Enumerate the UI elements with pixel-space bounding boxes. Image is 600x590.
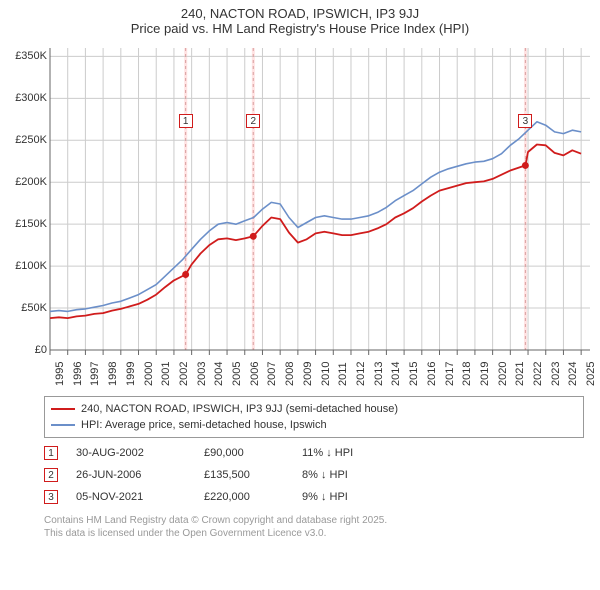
x-tick-label: 2012 bbox=[355, 362, 367, 386]
chart-plot-area: £0 £50K £100K £150K £200K £250K £300K £350K 1995… bbox=[5, 40, 595, 390]
chart-legend: 240, NACTON ROAD, IPSWICH, IP3 9JJ (semi… bbox=[44, 396, 584, 438]
sale-note-date-2: 26-JUN-2006 bbox=[76, 469, 186, 481]
legend-swatch-price-paid bbox=[51, 408, 75, 410]
x-tick-label: 2014 bbox=[390, 362, 402, 386]
sale-note-marker-2: 2 bbox=[44, 468, 58, 482]
x-tick-label: 2016 bbox=[426, 362, 438, 386]
x-tick-label: 2004 bbox=[213, 362, 225, 386]
x-tick-label: 2021 bbox=[514, 362, 526, 386]
sale-note-price-2: £135,500 bbox=[204, 469, 284, 481]
x-tick-label: 2002 bbox=[178, 362, 190, 386]
x-tick-label: 2024 bbox=[567, 362, 579, 386]
x-tick-label: 1995 bbox=[54, 362, 66, 386]
sale-marker-box: 2 bbox=[246, 114, 260, 128]
x-tick-label: 2003 bbox=[196, 362, 208, 386]
sale-note-1: 1 30-AUG-2002 £90,000 11% ↓ HPI bbox=[44, 442, 584, 464]
y-tick-label: £200K bbox=[15, 176, 47, 188]
sale-note-3: 3 05-NOV-2021 £220,000 9% ↓ HPI bbox=[44, 486, 584, 508]
sale-note-marker-3: 3 bbox=[44, 490, 58, 504]
footer-line-2: This data is licensed under the Open Gov… bbox=[44, 527, 592, 540]
sale-notes: 1 30-AUG-2002 £90,000 11% ↓ HPI 2 26-JUN… bbox=[44, 442, 584, 508]
sale-note-price-3: £220,000 bbox=[204, 491, 284, 503]
y-tick-label: £100K bbox=[15, 260, 47, 272]
sale-marker-box: 3 bbox=[518, 114, 532, 128]
x-tick-label: 2007 bbox=[266, 362, 278, 386]
sale-note-date-1: 30-AUG-2002 bbox=[76, 447, 186, 459]
footer-line-1: Contains HM Land Registry data © Crown c… bbox=[44, 514, 592, 527]
x-tick-label: 2020 bbox=[497, 362, 509, 386]
y-tick-label: £350K bbox=[15, 50, 47, 62]
legend-swatch-hpi bbox=[51, 424, 75, 426]
y-tick-label: £300K bbox=[15, 92, 47, 104]
x-tick-label: 2005 bbox=[231, 362, 243, 386]
x-tick-label: 2008 bbox=[284, 362, 296, 386]
x-tick-label: 2011 bbox=[337, 362, 349, 386]
x-tick-label: 2000 bbox=[143, 362, 155, 386]
x-tick-label: 1996 bbox=[72, 362, 84, 386]
chart-footer: Contains HM Land Registry data © Crown c… bbox=[44, 514, 592, 540]
x-tick-label: 2017 bbox=[444, 362, 456, 386]
x-tick-label: 2025 bbox=[585, 362, 597, 386]
x-tick-label: 2015 bbox=[408, 362, 420, 386]
sale-note-diff-2: 8% ↓ HPI bbox=[302, 469, 392, 481]
y-tick-label: £0 bbox=[35, 344, 47, 356]
x-tick-label: 1999 bbox=[125, 362, 137, 386]
legend-row-price-paid: 240, NACTON ROAD, IPSWICH, IP3 9JJ (semi… bbox=[51, 401, 577, 417]
x-tick-label: 2023 bbox=[550, 362, 562, 386]
sale-note-diff-3: 9% ↓ HPI bbox=[302, 491, 392, 503]
y-tick-label: £250K bbox=[15, 134, 47, 146]
sale-note-price-1: £90,000 bbox=[204, 447, 284, 459]
sale-marker-box: 1 bbox=[179, 114, 193, 128]
legend-row-hpi: HPI: Average price, semi-detached house,… bbox=[51, 417, 577, 433]
x-tick-label: 2010 bbox=[320, 362, 332, 386]
sale-note-diff-1: 11% ↓ HPI bbox=[302, 447, 392, 459]
sale-note-2: 2 26-JUN-2006 £135,500 8% ↓ HPI bbox=[44, 464, 584, 486]
x-tick-label: 2019 bbox=[479, 362, 491, 386]
x-tick-label: 1998 bbox=[107, 362, 119, 386]
x-tick-label: 2013 bbox=[373, 362, 385, 386]
y-tick-label: £150K bbox=[15, 218, 47, 230]
chart-title-main: 240, NACTON ROAD, IPSWICH, IP3 9JJ bbox=[0, 0, 600, 21]
y-tick-label: £50K bbox=[21, 302, 47, 314]
sale-note-marker-1: 1 bbox=[44, 446, 58, 460]
x-tick-label: 1997 bbox=[89, 362, 101, 386]
sale-note-date-3: 05-NOV-2021 bbox=[76, 491, 186, 503]
legend-label-hpi: HPI: Average price, semi-detached house,… bbox=[81, 419, 327, 431]
chart-title-sub: Price paid vs. HM Land Registry's House … bbox=[0, 21, 600, 40]
x-tick-label: 2018 bbox=[461, 362, 473, 386]
x-tick-label: 2001 bbox=[160, 362, 172, 386]
x-tick-label: 2009 bbox=[302, 362, 314, 386]
legend-label-price-paid: 240, NACTON ROAD, IPSWICH, IP3 9JJ (semi… bbox=[81, 403, 398, 415]
chart-svg bbox=[5, 40, 595, 390]
x-tick-label: 2006 bbox=[249, 362, 261, 386]
x-tick-label: 2022 bbox=[532, 362, 544, 386]
